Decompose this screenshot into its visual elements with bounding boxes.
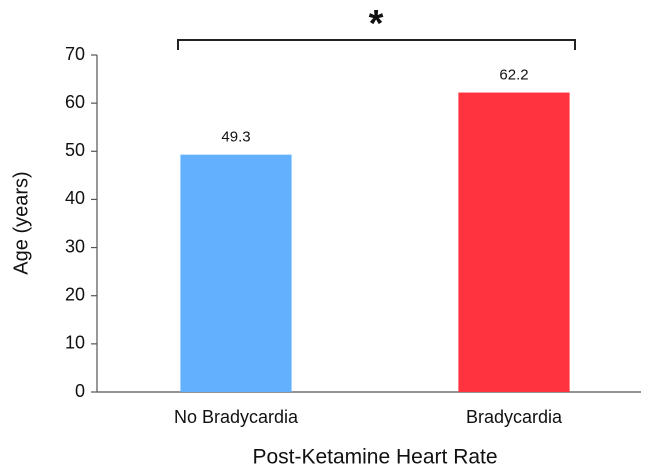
y-tick-label: 20 bbox=[65, 284, 85, 304]
y-tick-label: 40 bbox=[65, 188, 85, 208]
y-axis-label: Age (years) bbox=[10, 171, 32, 274]
significance-star: * bbox=[369, 3, 384, 45]
y-tick-label: 30 bbox=[65, 236, 85, 256]
data-label: 49.3 bbox=[221, 129, 250, 146]
x-tick-label: No Bradycardia bbox=[174, 407, 299, 427]
x-axis-label: Post-Ketamine Heart Rate bbox=[252, 446, 497, 469]
y-tick-label: 50 bbox=[65, 140, 85, 160]
y-tick-label: 10 bbox=[65, 333, 85, 353]
y-tick-label: 60 bbox=[65, 92, 85, 112]
y-tick-label: 70 bbox=[65, 44, 85, 64]
data-label: 62.2 bbox=[499, 67, 528, 84]
significance-bracket bbox=[177, 39, 576, 50]
x-tick-label: Bradycardia bbox=[466, 407, 563, 427]
bar bbox=[180, 154, 292, 392]
y-tick-label: 0 bbox=[75, 381, 85, 401]
bar bbox=[458, 92, 570, 393]
